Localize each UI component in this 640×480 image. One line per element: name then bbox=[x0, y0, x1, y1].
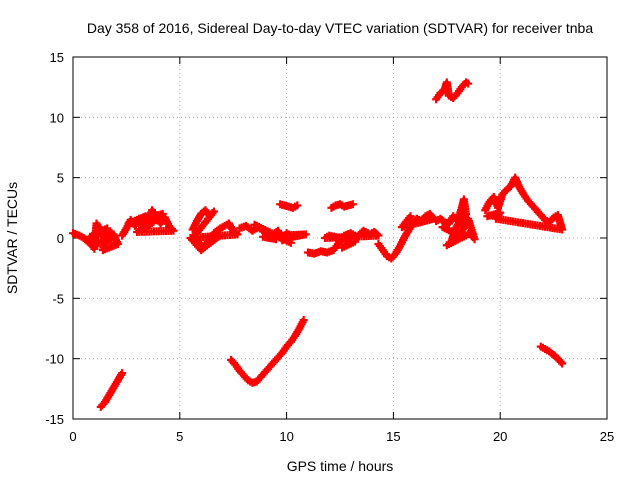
series-s13 bbox=[227, 316, 308, 387]
series-s6 bbox=[327, 200, 357, 212]
series-s7 bbox=[303, 226, 383, 258]
data-point bbox=[438, 223, 447, 232]
data-points bbox=[69, 78, 567, 411]
data-point bbox=[214, 232, 223, 241]
x-tick-label: 5 bbox=[176, 429, 183, 444]
series-s8 bbox=[374, 209, 438, 263]
x-axis-label: GPS time / hours bbox=[287, 458, 394, 474]
y-tick-label: 15 bbox=[50, 50, 64, 65]
data-point bbox=[107, 235, 116, 244]
plot-frame bbox=[72, 56, 608, 420]
y-tick-label: 0 bbox=[57, 231, 64, 246]
y-axis-label: SDTVAR / TECUs bbox=[4, 182, 20, 294]
data-point bbox=[558, 359, 567, 368]
chart-title: Day 358 of 2016, Sidereal Day-to-day VTE… bbox=[87, 20, 594, 36]
data-point bbox=[286, 238, 295, 247]
data-point bbox=[118, 369, 127, 378]
axis-ticks: 0 5 10 15 20 25 -15 -10 -5 0 5 10 15 bbox=[45, 50, 614, 444]
data-point bbox=[464, 79, 473, 88]
x-tick-label: 20 bbox=[493, 429, 507, 444]
series-s11 bbox=[432, 78, 473, 104]
series-s9 bbox=[432, 195, 479, 250]
x-tick-label: 0 bbox=[69, 429, 76, 444]
y-tick-label: -5 bbox=[52, 291, 64, 306]
data-point bbox=[483, 212, 492, 221]
series-s3 bbox=[186, 206, 242, 255]
data-point bbox=[141, 212, 150, 221]
data-point bbox=[406, 212, 415, 221]
x-tick-label: 10 bbox=[279, 429, 293, 444]
data-point bbox=[293, 201, 302, 210]
y-tick-label: -10 bbox=[45, 352, 64, 367]
series-s2 bbox=[118, 206, 178, 240]
data-point bbox=[348, 200, 357, 209]
series-s12 bbox=[96, 369, 127, 411]
series-s5 bbox=[276, 200, 302, 212]
y-tick-label: 5 bbox=[57, 171, 64, 186]
series-s1 bbox=[69, 219, 122, 255]
data-point bbox=[338, 243, 347, 252]
y-tick-label: 10 bbox=[50, 110, 64, 125]
series-s4 bbox=[235, 220, 310, 247]
y-tick-label: -15 bbox=[45, 412, 64, 427]
data-point bbox=[299, 316, 308, 325]
x-tick-label: 15 bbox=[386, 429, 400, 444]
series-s14 bbox=[536, 342, 567, 368]
series-s10 bbox=[481, 173, 567, 234]
x-tick-label: 25 bbox=[600, 429, 614, 444]
